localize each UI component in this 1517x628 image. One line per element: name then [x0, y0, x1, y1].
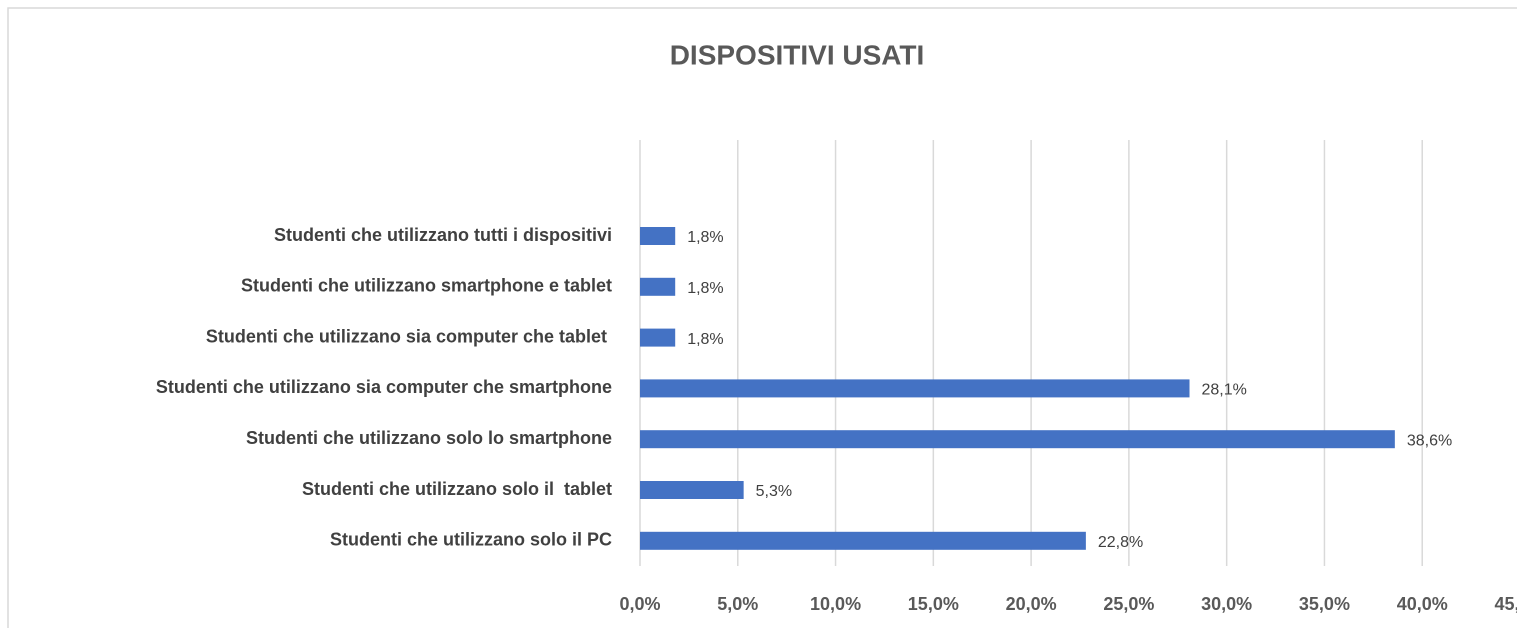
x-tick-label: 15,0%: [908, 594, 959, 614]
bar: [640, 277, 676, 296]
x-tick-label: 35,0%: [1299, 594, 1350, 614]
data-label: 1,8%: [687, 229, 723, 246]
data-label: 22,8%: [1098, 534, 1143, 551]
y-tick-label: Studenti che utilizzano tutti i disposit…: [274, 225, 612, 245]
y-tick-label: Studenti che utilizzano sia computer che…: [156, 377, 612, 397]
bar: [640, 379, 1190, 398]
x-tick-label: 45,0%: [1494, 594, 1517, 614]
y-tick-label: Studenti che utilizzano solo il PC: [330, 530, 612, 550]
x-tick-label: 0,0%: [619, 594, 660, 614]
bar: [640, 430, 1395, 449]
data-label: 28,1%: [1202, 382, 1247, 399]
bar: [640, 531, 1086, 550]
x-tick-label: 10,0%: [810, 594, 861, 614]
y-tick-label: Studenti che utilizzano sia computer che…: [206, 326, 612, 346]
bar: [640, 227, 676, 245]
chart-border: [7, 7, 1517, 628]
x-tick-label: 5,0%: [717, 594, 758, 614]
data-label: 38,6%: [1407, 432, 1452, 449]
y-tick-label: Studenti che utilizzano solo lo smartpho…: [246, 428, 612, 448]
y-tick-label: Studenti che utilizzano smartphone e tab…: [241, 276, 612, 296]
bar: [640, 481, 744, 499]
chart-title: DISPOSITIVI USATI: [670, 39, 925, 70]
data-label: 1,8%: [687, 331, 723, 348]
x-tick-label: 40,0%: [1397, 594, 1448, 614]
x-tick-label: 25,0%: [1103, 594, 1154, 614]
x-tick-label: 30,0%: [1201, 594, 1252, 614]
y-tick-label: Studenti che utilizzano solo il tablet: [302, 479, 612, 499]
data-label: 1,8%: [687, 280, 723, 297]
bar: [640, 328, 676, 347]
data-label: 5,3%: [756, 483, 792, 500]
x-tick-label: 20,0%: [1006, 594, 1057, 614]
